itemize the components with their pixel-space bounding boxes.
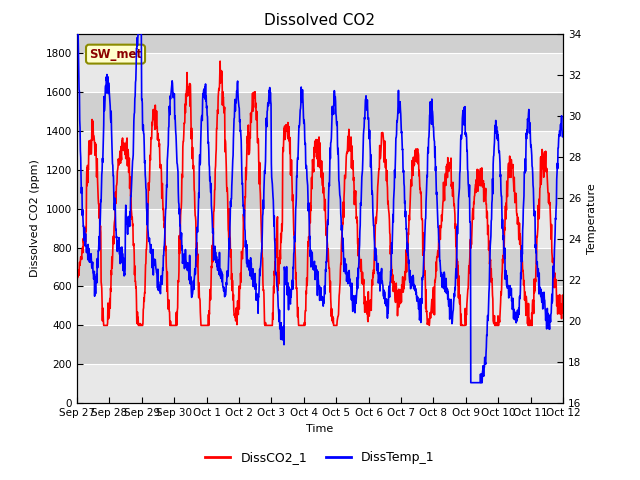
Bar bbox=[77, 92, 563, 131]
Bar bbox=[77, 287, 563, 325]
Bar bbox=[77, 131, 563, 170]
Bar bbox=[77, 209, 563, 248]
Bar bbox=[77, 364, 563, 403]
Title: Dissolved CO2: Dissolved CO2 bbox=[264, 13, 376, 28]
Text: SW_met: SW_met bbox=[89, 48, 142, 60]
Bar bbox=[77, 325, 563, 364]
Bar bbox=[77, 34, 563, 53]
X-axis label: Time: Time bbox=[307, 424, 333, 433]
Y-axis label: Temperature: Temperature bbox=[587, 183, 597, 254]
Bar bbox=[77, 248, 563, 287]
Y-axis label: Dissolved CO2 (ppm): Dissolved CO2 (ppm) bbox=[30, 159, 40, 277]
Bar bbox=[77, 53, 563, 92]
Bar bbox=[77, 170, 563, 209]
Legend: DissCO2_1, DissTemp_1: DissCO2_1, DissTemp_1 bbox=[200, 446, 440, 469]
